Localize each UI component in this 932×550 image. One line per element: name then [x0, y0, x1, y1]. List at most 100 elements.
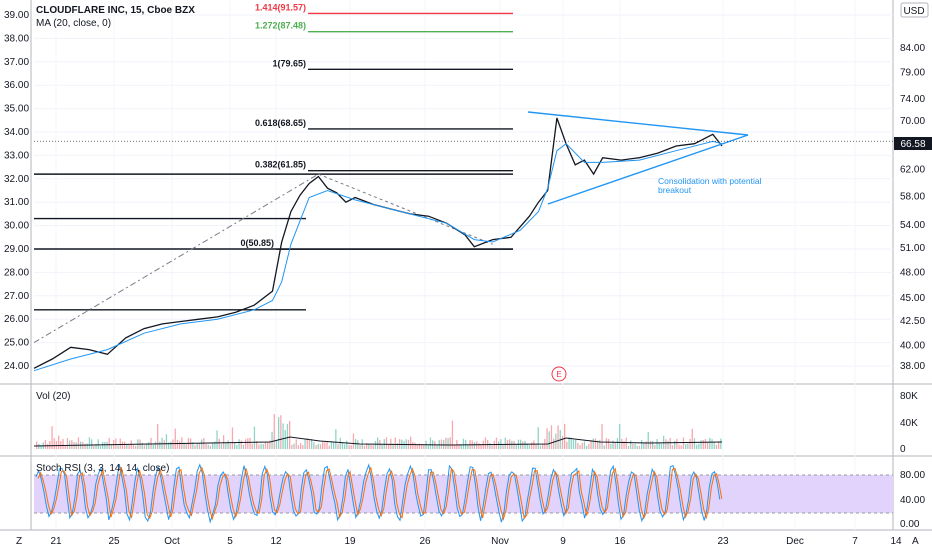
earnings-marker-label: E	[556, 370, 561, 379]
volume-bar	[704, 439, 707, 449]
volume-bar	[245, 439, 247, 449]
left-axis-tick: 38.00	[4, 33, 29, 44]
volume-bar	[366, 443, 368, 449]
volume-bar	[170, 441, 172, 449]
auto-scale-button[interactable]: A	[912, 536, 919, 547]
volume-bar	[579, 445, 581, 449]
volume-bar	[423, 445, 425, 449]
volume-bar	[473, 442, 476, 449]
volume-bar	[616, 438, 619, 449]
right-axis-tick: 45.00	[900, 293, 925, 304]
volume-bar	[566, 441, 568, 449]
right-axis-tick: 51.00	[900, 243, 925, 254]
volume-bar	[627, 445, 630, 449]
stoch-axis-tick: 40.00	[900, 495, 925, 506]
volume-bar	[141, 442, 143, 449]
volume-bar	[93, 445, 95, 449]
earnings-marker[interactable]: E	[551, 366, 567, 382]
time-axis-tick: Oct	[164, 536, 180, 547]
volume-bar	[174, 428, 176, 449]
volume-bar	[632, 443, 634, 449]
volume-bar	[295, 439, 297, 449]
volume-bar	[372, 445, 374, 449]
volume-bar	[209, 445, 212, 449]
volume-bar	[370, 444, 372, 449]
volume-bar	[172, 439, 174, 449]
volume-bar	[711, 439, 713, 449]
fib-level-label: 1(79.65)	[272, 58, 306, 68]
volume-bar	[242, 444, 245, 449]
ma-line	[33, 140, 723, 372]
volume-bar	[179, 441, 181, 449]
volume-bar	[300, 443, 302, 449]
volume-bar	[478, 443, 480, 449]
volume-bar	[293, 443, 295, 449]
volume-bar	[220, 444, 223, 449]
time-axis-tick: 21	[50, 536, 62, 547]
volume-bar	[313, 442, 315, 449]
volume-bar	[238, 439, 240, 449]
left-axis-tick: 37.00	[4, 57, 29, 68]
volume-bar	[577, 442, 579, 449]
volume-bar	[240, 440, 242, 449]
volume-bar	[467, 444, 469, 449]
right-axis-tick: 54.00	[900, 220, 925, 231]
volume-bar	[363, 445, 366, 449]
volume-bar	[619, 423, 621, 449]
right-axis-tick: 40.00	[900, 340, 925, 351]
volume-bar	[280, 415, 282, 449]
volume-bar	[337, 443, 339, 449]
volume-bar	[62, 439, 64, 449]
volume-bar	[119, 438, 121, 449]
volume-bar	[339, 437, 341, 449]
volume-bar	[104, 441, 106, 449]
timezone-z-button[interactable]: Z	[16, 536, 22, 547]
triangle-upper-line	[527, 111, 749, 136]
time-axis-tick: 9	[560, 536, 566, 547]
volume-bar	[427, 445, 429, 449]
volume-bar	[702, 440, 704, 449]
triangle-lower-line	[547, 134, 749, 205]
volume-bar	[568, 437, 570, 449]
volume-bar	[656, 439, 658, 449]
volume-bar	[720, 438, 722, 449]
pattern-annotation-line-1: Consolidation with potential	[658, 176, 762, 186]
time-axis-tick: 16	[614, 536, 626, 547]
stoch-rsi-title: Stoch RSI (3, 3, 14, 14, close)	[36, 463, 169, 474]
volume-bar	[605, 438, 608, 449]
volume-bar	[225, 443, 227, 449]
volume-bar	[106, 441, 108, 449]
volume-bar	[88, 437, 91, 449]
volume-bar	[700, 440, 702, 449]
volume-bar	[599, 439, 601, 449]
volume-bar	[262, 444, 264, 449]
volume-bar	[297, 445, 300, 449]
volume-bar	[460, 444, 462, 449]
volume-bar	[416, 444, 418, 449]
volume-bar	[410, 436, 412, 449]
volume-bar	[381, 444, 383, 449]
volume-title: Vol (20)	[36, 391, 70, 402]
pattern-annotation-line-2: breakout	[658, 185, 692, 195]
volume-bar	[550, 425, 553, 449]
volume-bar	[377, 437, 379, 449]
currency-label: USD	[903, 6, 924, 17]
volume-bar	[95, 444, 97, 449]
volume-bar	[643, 442, 645, 449]
trend-line-up	[33, 173, 319, 344]
stoch-d-line	[37, 466, 723, 521]
currency-button[interactable]: USD	[900, 2, 929, 18]
volume-bar	[333, 442, 335, 449]
volume-bar	[335, 429, 337, 449]
volume-bar	[601, 423, 603, 449]
volume-bar	[680, 445, 682, 449]
volume-bar	[385, 437, 388, 449]
volume-bar	[548, 431, 550, 449]
volume-bar	[159, 441, 161, 449]
volume-bar	[194, 445, 196, 449]
trend-line-down	[318, 173, 493, 245]
fib-level-label: 1.272(87.48)	[255, 21, 306, 31]
volume-bar	[229, 443, 231, 449]
time-axis-tick: 12	[270, 536, 282, 547]
